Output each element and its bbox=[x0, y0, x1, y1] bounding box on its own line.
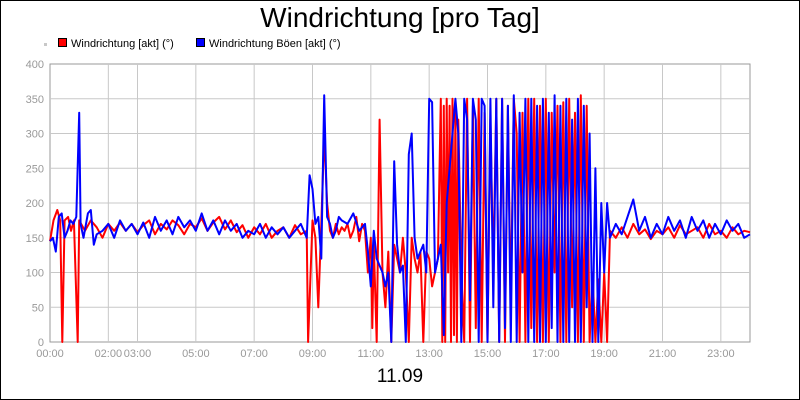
y-tick-label: 200 bbox=[26, 198, 44, 210]
x-tick-label: 21:00 bbox=[649, 348, 677, 360]
chart-title: Windrichtung [pro Tag] bbox=[260, 2, 540, 33]
x-tick-label: 23:00 bbox=[707, 348, 735, 360]
legend-swatch-series-0 bbox=[58, 38, 67, 47]
y-tick-label: 0 bbox=[38, 337, 44, 349]
x-tick-label: 07:00 bbox=[240, 348, 268, 360]
y-tick-label: 100 bbox=[26, 268, 44, 280]
legend-swatch-series-1 bbox=[196, 38, 205, 47]
y-tick-label: 350 bbox=[26, 94, 44, 106]
legend-item-series-1: Windrichtung Böen [akt] (°) bbox=[196, 38, 341, 50]
x-tick-label: 17:00 bbox=[532, 348, 560, 360]
x-tick-label: 13:00 bbox=[415, 348, 443, 360]
x-tick-label: 15:00 bbox=[474, 348, 502, 360]
y-tick-label: 300 bbox=[26, 129, 44, 141]
x-tick-label: 02:00 bbox=[95, 348, 123, 360]
y-tick-label: 150 bbox=[26, 233, 44, 245]
x-tick-label: 05:00 bbox=[182, 348, 210, 360]
x-axis-ticks: 00:00 02:00 03:00 05:00 07:00 09:00 11:00 13:00… bbox=[36, 348, 734, 360]
y-tick-label: 400 bbox=[26, 59, 44, 71]
series-line-1 bbox=[49, 94, 751, 343]
x-tick-label: 11:00 bbox=[357, 348, 384, 360]
date-label: 11.09 bbox=[376, 366, 424, 387]
series-lines bbox=[49, 94, 751, 343]
x-tick-label: 19:00 bbox=[590, 348, 618, 360]
y-tick-label: 250 bbox=[26, 163, 44, 175]
legend-label-series-0: Windrichtung [akt] (°) bbox=[71, 38, 174, 50]
x-tick-label: 03:00 bbox=[124, 348, 152, 360]
legend-marker-dot bbox=[44, 43, 47, 46]
x-tick-label: 09:00 bbox=[299, 348, 327, 360]
legend-item-series-0: Windrichtung [akt] (°) bbox=[58, 38, 174, 50]
y-tick-label: 50 bbox=[32, 302, 44, 314]
x-tick-label: 00:00 bbox=[36, 348, 64, 360]
y-axis-ticks: 0 50 100 150 200 250 300 350 400 bbox=[26, 59, 44, 349]
legend-label-series-1: Windrichtung Böen [akt] (°) bbox=[209, 38, 341, 50]
